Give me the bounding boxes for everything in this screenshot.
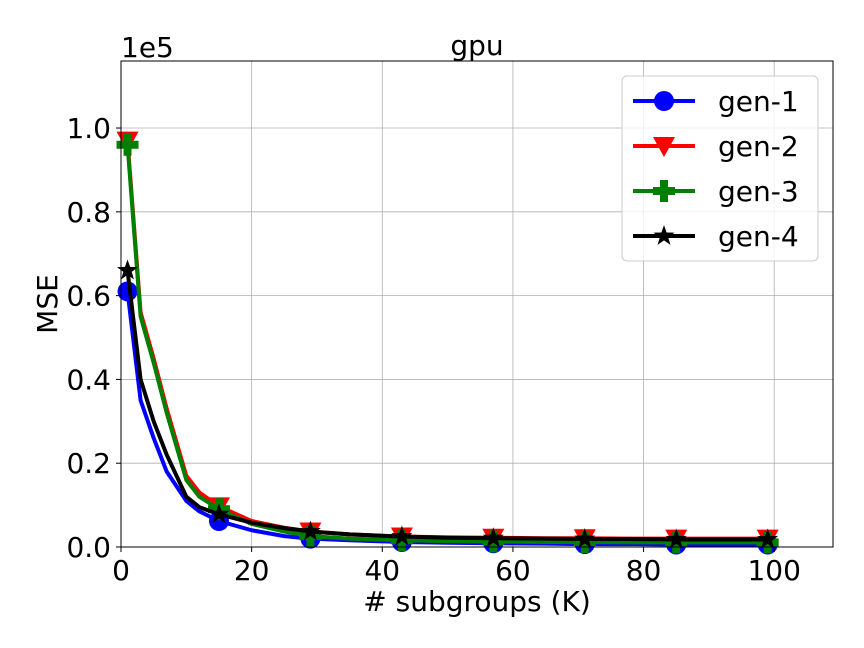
legend-entry-gen-3: gen-3 <box>633 175 799 208</box>
series-line <box>125 144 768 545</box>
x-tick-label: 20 <box>234 554 270 587</box>
data-point <box>117 259 138 280</box>
data-point <box>574 528 596 548</box>
data-point <box>665 528 687 549</box>
y-tick-label: 0.8 <box>66 196 111 229</box>
plot-frame <box>120 60 834 548</box>
data-point <box>391 525 413 546</box>
legend-entry-gen-2: gen-2 <box>633 130 799 163</box>
data-point <box>299 520 321 541</box>
y-tick-label: 0.0 <box>66 531 111 564</box>
y-multiplier-label: 1e5 <box>121 31 174 64</box>
x-tick-label: 40 <box>364 554 400 587</box>
legend-label: gen-1 <box>718 85 799 118</box>
x-tick-label: 100 <box>747 554 800 587</box>
data-point <box>208 503 230 524</box>
data-point <box>116 133 139 156</box>
legend-marker <box>653 180 675 202</box>
legend-box <box>621 75 819 262</box>
data-point <box>757 528 779 549</box>
x-tick-label: 0 <box>112 554 130 587</box>
data-point <box>299 525 322 548</box>
x-axis-ticks: 0 20 40 60 80 100 <box>112 547 801 587</box>
legend-marker <box>653 225 675 245</box>
y-axis-label: MSE <box>31 274 64 334</box>
legend-entry-gen-4: gen-4 <box>633 220 799 253</box>
legend-marker <box>653 137 675 157</box>
legend-marker <box>654 91 674 111</box>
y-tick-label: 1.0 <box>66 112 111 145</box>
series-line <box>125 270 768 542</box>
y-tick-label: 0.2 <box>66 447 111 480</box>
x-axis-label: # subgroups (K) <box>363 585 591 618</box>
legend-label: gen-4 <box>718 220 799 253</box>
y-axis-ticks: 0.0 0.2 0.4 0.6 0.8 1.0 <box>66 112 121 564</box>
y-tick-label: 0.4 <box>66 363 111 396</box>
y-tick-label: 0.6 <box>66 280 111 313</box>
legend-label: gen-3 <box>718 175 799 208</box>
chart-title: gpu <box>450 29 503 62</box>
legend-entry-gen-1: gen-1 <box>633 85 799 118</box>
series-gen-4 <box>117 259 779 549</box>
series-layer <box>116 131 779 555</box>
data-point <box>482 527 504 548</box>
legend-entries: gen-1 gen-2 gen-3 gen-4 <box>633 85 799 253</box>
legend: gen-1 gen-2 gen-3 gen-4 <box>621 75 819 262</box>
x-tick-label: 80 <box>626 554 662 587</box>
legend-label: gen-2 <box>718 130 799 163</box>
x-tick-label: 60 <box>495 554 531 587</box>
